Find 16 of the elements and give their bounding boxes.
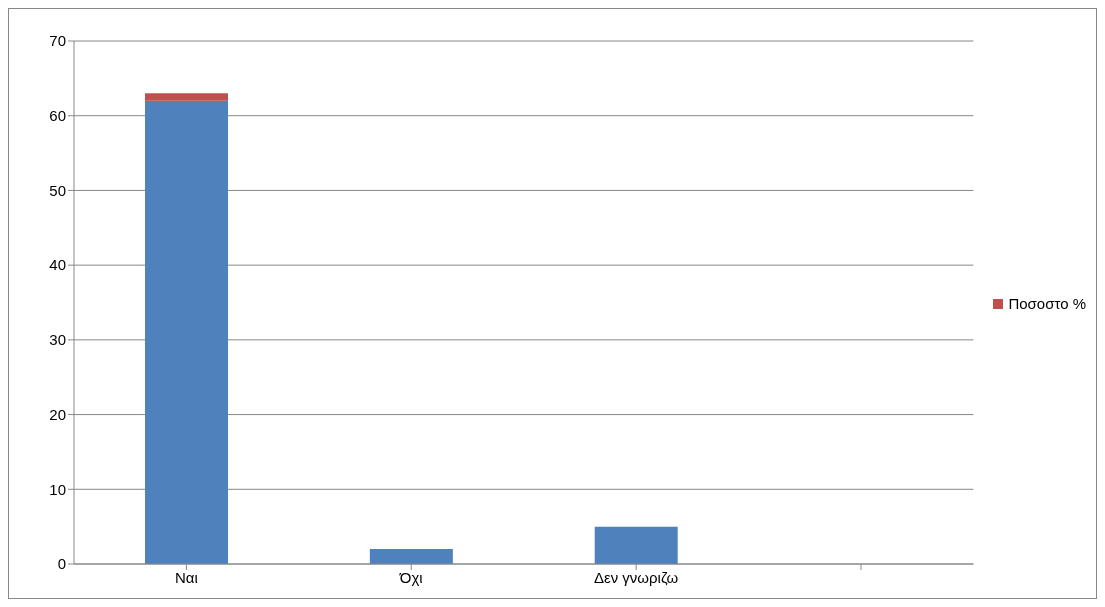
y-tick-label: 10 [49,480,66,498]
x-tick-label: Όχι [398,568,423,586]
x-tick-label: Δεν γνωριζω [593,568,679,586]
legend-label: Ποσοστο % [1008,295,1086,312]
x-tick-label: Ναι [175,568,198,586]
y-tick-label: 40 [49,256,66,274]
y-tick-label: 50 [49,181,66,199]
bar [145,93,228,101]
bar [594,526,678,564]
y-tick-label: 20 [49,405,66,423]
y-tick-label: 60 [49,107,66,125]
y-tick-label: 0 [57,555,66,573]
bar [369,549,453,564]
y-tick-label: 30 [49,331,66,349]
bar [145,100,228,564]
y-tick-label: 70 [49,32,66,50]
